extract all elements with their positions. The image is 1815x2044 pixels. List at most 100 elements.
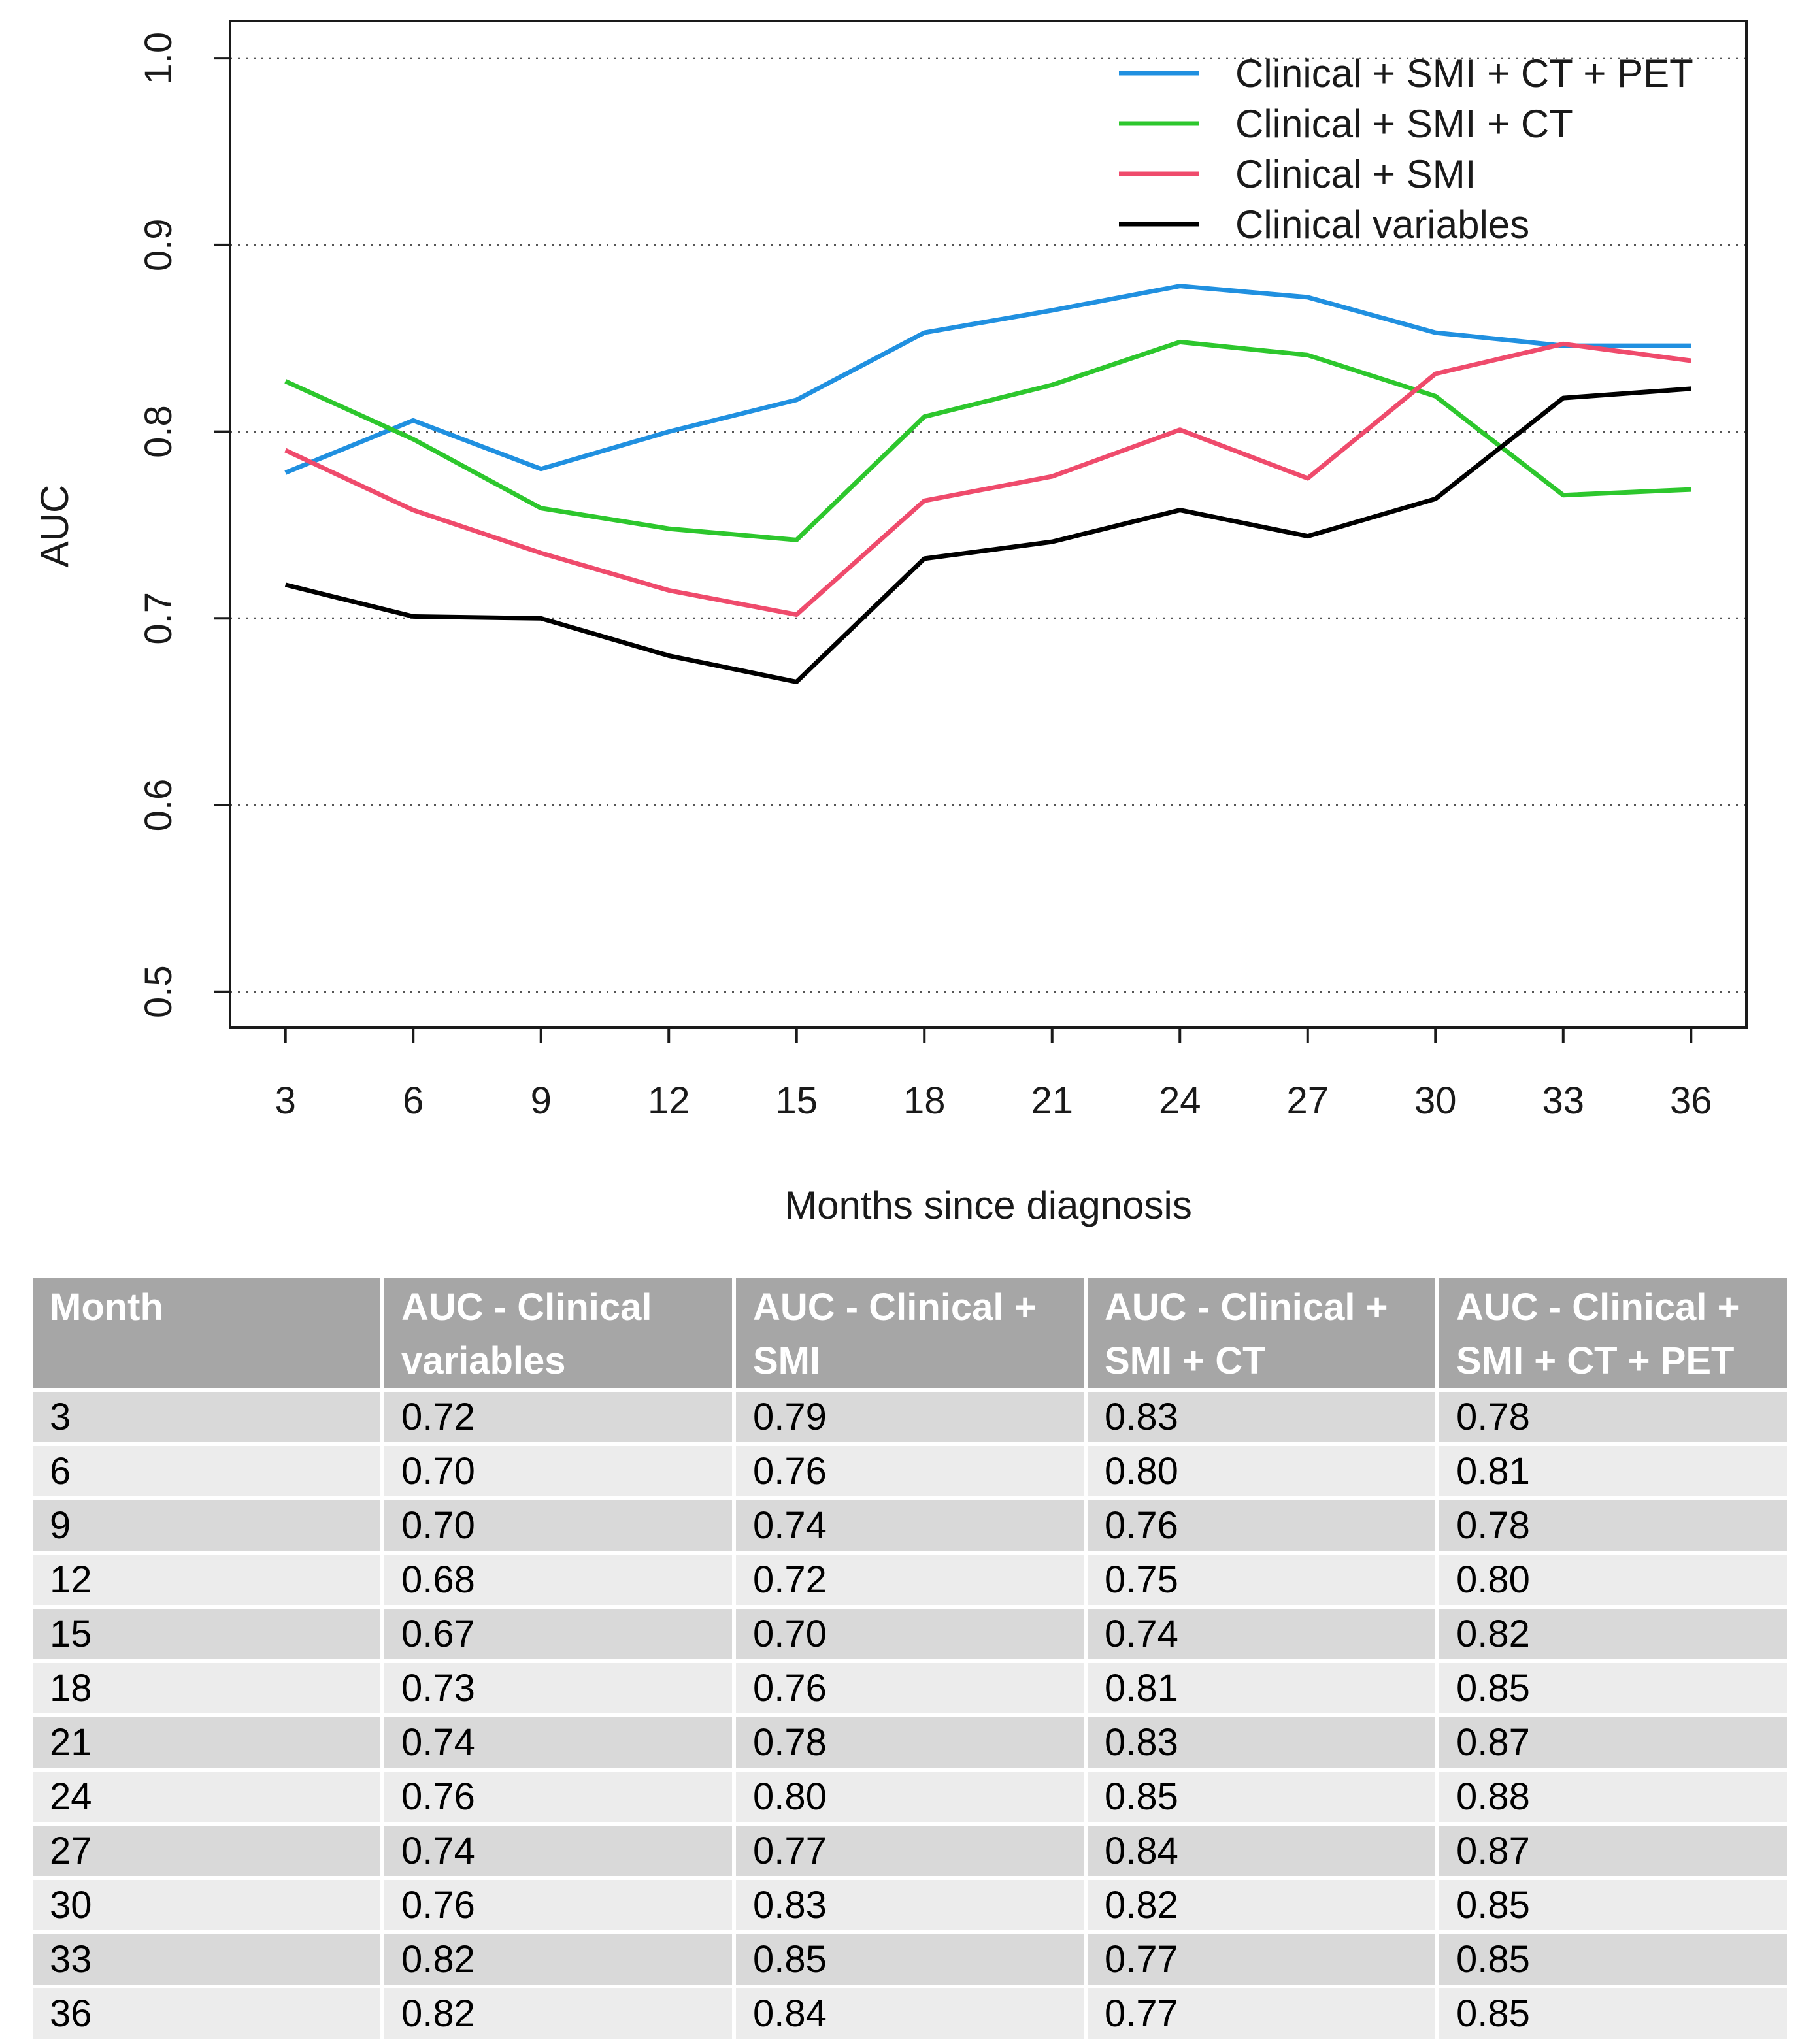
table-cell: 0.82 [384,1934,732,1985]
table-cell: 9 [33,1500,380,1551]
y-axis-title: AUC [33,485,76,568]
x-tick-label: 9 [531,1080,552,1122]
table-cell: 0.80 [1439,1555,1787,1605]
table-row: 33 0.82 0.85 0.77 0.85 [33,1934,1787,1985]
table-cell: 0.76 [736,1446,1084,1496]
x-axis: 3 6 9 12 15 18 21 24 27 30 33 36 [275,1027,1712,1122]
x-axis-title: Months since diagnosis [784,1183,1192,1227]
x-tick-label: 21 [1031,1080,1073,1122]
table-header-cell: Month [33,1278,380,1388]
table-cell: 0.78 [1439,1392,1787,1442]
table-header-cell: AUC - Clinical + SMI + CT [1088,1278,1435,1388]
table-header-cell: AUC - Clinical + SMI [736,1278,1084,1388]
table-row: 15 0.67 0.70 0.74 0.82 [33,1609,1787,1659]
table-cell: 0.85 [736,1934,1084,1985]
table-cell: 0.68 [384,1555,732,1605]
y-tick-label: 0.5 [137,965,180,1018]
x-tick-label: 33 [1542,1080,1585,1122]
table-cell: 0.81 [1439,1446,1787,1496]
table-cell: 6 [33,1446,380,1496]
table-cell: 0.85 [1439,1663,1787,1713]
table-cell: 3 [33,1392,380,1442]
table-cell: 0.85 [1439,1988,1787,2039]
grid-lines [230,57,1746,993]
series-line [284,341,1691,618]
table-cell: 0.84 [736,1988,1084,2039]
legend-label: Clinical + SMI [1235,152,1476,196]
auc-line-chart: 3 6 9 12 15 18 21 24 27 30 33 36 0.50.60.70.80.91.0… [33,20,1748,1227]
table-cell: 0.70 [384,1446,732,1496]
table-cell: 0.76 [1088,1500,1435,1551]
table-cell: 0.80 [1088,1446,1435,1496]
table-header-cell: AUC - Clinical + SMI + CT + PET [1439,1278,1787,1388]
table-cell: 0.82 [1439,1609,1787,1659]
x-tick-label: 6 [403,1080,424,1122]
table-cell: 0.82 [384,1988,732,2039]
table-cell: 0.78 [736,1717,1084,1768]
x-tick-label: 15 [775,1080,818,1122]
series-line [284,386,1691,684]
table-cell: 0.85 [1439,1880,1787,1930]
table-cell: 33 [33,1934,380,1985]
table-cell: 0.84 [1088,1826,1435,1876]
table-cell: 0.74 [736,1500,1084,1551]
table-cell: 0.72 [384,1392,732,1442]
x-tick-label: 27 [1287,1080,1329,1122]
x-tick-label: 18 [903,1080,946,1122]
table-cell: 0.87 [1439,1717,1787,1768]
table-cell: 0.74 [384,1717,732,1768]
auc-table: Month AUC - Clinical variables AUC - Clinic… [29,1274,1791,2043]
series-line [284,284,1691,475]
table-cell: 0.82 [1088,1880,1435,1930]
x-tick-label: 30 [1414,1080,1457,1122]
table-cell: 0.76 [384,1772,732,1822]
series-line [284,339,1691,542]
table-cell: 21 [33,1717,380,1768]
table-row: 30 0.76 0.83 0.82 0.85 [33,1880,1787,1930]
legend: Clinical + SMI + CT + PET Clinical + SMI … [1119,52,1693,246]
table-row: 21 0.74 0.78 0.83 0.87 [33,1717,1787,1768]
table-header-row: Month AUC - Clinical variables AUC - Clinic… [33,1278,1787,1388]
x-tick-label: 3 [275,1080,296,1122]
table-cell: 0.83 [1088,1717,1435,1768]
table-cell: 15 [33,1609,380,1659]
table-cell: 0.75 [1088,1555,1435,1605]
table-cell: 18 [33,1663,380,1713]
table-cell: 30 [33,1880,380,1930]
table-cell: 24 [33,1772,380,1822]
table-cell: 0.87 [1439,1826,1787,1876]
table-cell: 0.78 [1439,1500,1787,1551]
table-cell: 0.77 [1088,1934,1435,1985]
table-cell: 0.88 [1439,1772,1787,1822]
legend-label: Clinical + SMI + CT [1235,102,1573,146]
table-cell: 0.77 [1088,1988,1435,2039]
legend-label: Clinical variables [1235,203,1529,246]
x-tick-label: 24 [1159,1080,1201,1122]
table-cell: 0.76 [736,1663,1084,1713]
table-cell: 0.85 [1439,1934,1787,1985]
table-cell: 0.76 [384,1880,732,1930]
table-row: 24 0.76 0.80 0.85 0.88 [33,1772,1787,1822]
x-tick-label: 12 [648,1080,690,1122]
table-cell: 0.83 [736,1880,1084,1930]
table-cell: 0.79 [736,1392,1084,1442]
y-tick-label: 0.8 [137,405,180,458]
table-cell: 27 [33,1826,380,1876]
table-row: 36 0.82 0.84 0.77 0.85 [33,1988,1787,2039]
table-row: 3 0.72 0.79 0.83 0.78 [33,1392,1787,1442]
x-tick-label: 36 [1670,1080,1712,1122]
table-cell: 0.70 [736,1609,1084,1659]
table-cell: 0.74 [1088,1609,1435,1659]
table-body: 3 0.72 0.79 0.83 0.78 6 0.70 0.76 0.80 0.81 9 0.70 0… [33,1392,1787,2039]
table-cell: 0.73 [384,1663,732,1713]
y-tick-label: 0.6 [137,779,180,832]
table-row: 18 0.73 0.76 0.81 0.85 [33,1663,1787,1713]
table-cell: 0.72 [736,1555,1084,1605]
table-cell: 0.74 [384,1826,732,1876]
y-tick-label: 0.7 [137,592,180,645]
legend-label: Clinical + SMI + CT + PET [1235,52,1693,95]
table-cell: 0.67 [384,1609,732,1659]
table-cell: 0.85 [1088,1772,1435,1822]
table-cell: 0.80 [736,1772,1084,1822]
table-cell: 12 [33,1555,380,1605]
